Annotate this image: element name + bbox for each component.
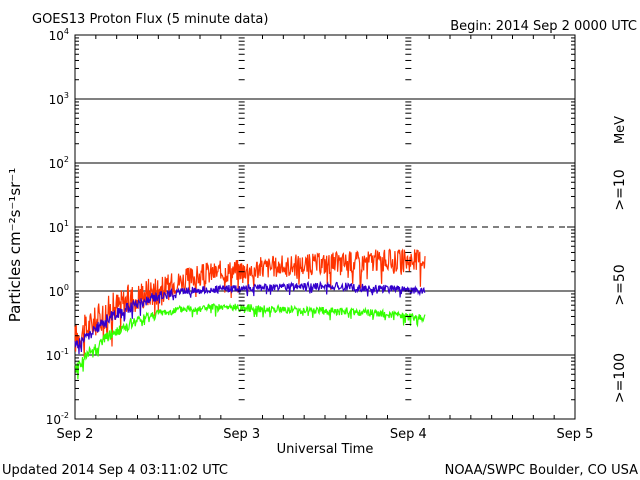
legend-item-100mev: >=100 bbox=[612, 353, 628, 403]
begin-time: Begin: 2014 Sep 2 0000 UTC bbox=[450, 19, 637, 34]
y-axis-label: Particles cm⁻²s⁻¹sr⁻¹ bbox=[6, 168, 24, 322]
x-axis-label: Universal Time bbox=[277, 442, 374, 457]
y-tick-label: 101 bbox=[49, 219, 69, 235]
credit: NOAA/SWPC Boulder, CO USA bbox=[445, 463, 638, 478]
y-tick-label: 103 bbox=[49, 91, 69, 107]
chart-title: GOES13 Proton Flux (5 minute data) bbox=[32, 12, 268, 27]
series-lines bbox=[74, 248, 426, 380]
updated-time: Updated 2014 Sep 4 03:11:02 UTC bbox=[2, 463, 228, 478]
y-tick-label: 102 bbox=[49, 155, 69, 171]
x-tick-label: Sep 4 bbox=[390, 427, 427, 442]
series-line-2 bbox=[74, 302, 426, 380]
y-tick-label: 104 bbox=[49, 27, 69, 43]
legend-item-50mev: >=50 bbox=[612, 264, 628, 305]
x-tick-label: Sep 2 bbox=[57, 427, 94, 442]
legend: MeV >=10 >=50 >=100 bbox=[612, 116, 628, 403]
x-tick-label: Sep 3 bbox=[223, 427, 260, 442]
legend-item-10mev: >=10 bbox=[612, 169, 628, 210]
y-tick-label: 10-1 bbox=[46, 347, 69, 363]
x-tick-label: Sep 5 bbox=[557, 427, 594, 442]
y-tick-label: 10-2 bbox=[46, 411, 69, 427]
y-ticks: 10-2 10-1 100 101 102 103 104 bbox=[46, 27, 575, 427]
y-tick-label: 100 bbox=[49, 283, 69, 299]
x-ticks: Sep 2 Sep 3 Sep 4 Sep 5 bbox=[57, 35, 594, 442]
legend-unit: MeV bbox=[613, 116, 628, 144]
plot-frame bbox=[74, 34, 576, 420]
series-line-1 bbox=[74, 280, 426, 355]
